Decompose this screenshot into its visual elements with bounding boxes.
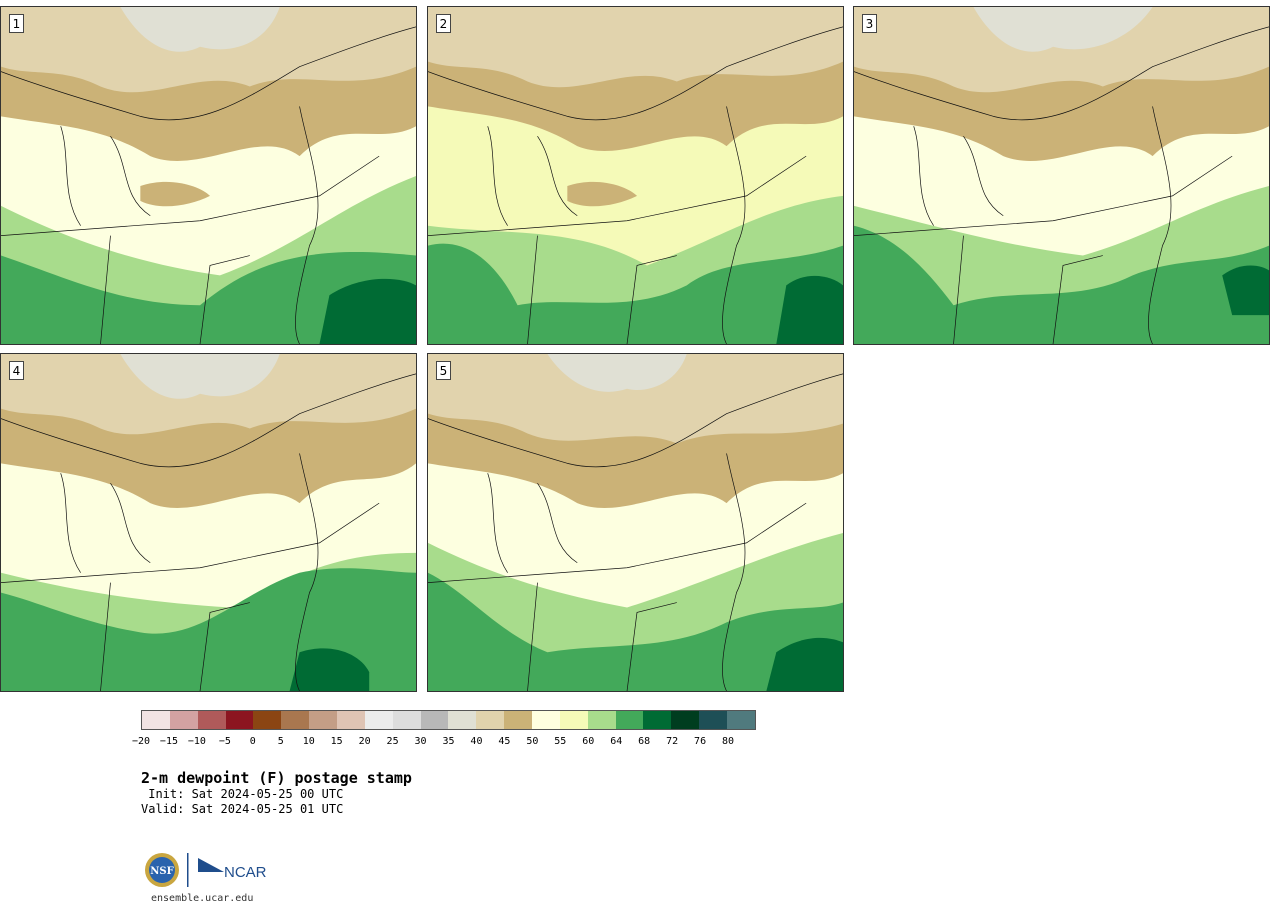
colorbar-tick-label: 15: [330, 736, 343, 747]
colorbar-swatch: [364, 711, 393, 729]
map-panel-5: 5: [427, 353, 844, 692]
dewpoint-map-3: [854, 7, 1269, 344]
dewpoint-map-2: [428, 7, 843, 344]
panel-number: 1: [9, 14, 24, 33]
colorbar-tick-label: 50: [526, 736, 539, 747]
map-panel-1: 1: [0, 6, 417, 345]
panel-number: 5: [436, 361, 451, 380]
colorbar-tick-label: 5: [277, 736, 284, 747]
colorbar-swatch: [615, 711, 644, 729]
plot-title: 2-m dewpoint (F) postage stamp: [141, 769, 412, 787]
colorbar-tick-label: 72: [666, 736, 679, 747]
colorbar-tick-label: 45: [498, 736, 511, 747]
colorbar-swatch: [727, 711, 755, 729]
colorbar-tick-label: 64: [610, 736, 623, 747]
colorbar-swatch: [253, 711, 282, 729]
panel-number: 2: [436, 14, 451, 33]
colorbar-swatch: [281, 711, 310, 729]
colorbar-swatch: [587, 711, 616, 729]
panel-number: 3: [862, 14, 877, 33]
colorbar-tick-label: −20: [131, 736, 151, 747]
colorbar-swatch: [142, 711, 170, 729]
colorbar: [141, 710, 756, 730]
website-url: ensemble.ucar.edu: [151, 893, 254, 904]
colorbar-tick-label: 20: [358, 736, 371, 747]
dewpoint-map-4: [1, 354, 416, 691]
colorbar-swatch: [225, 711, 254, 729]
logos: NSF NCAR: [145, 853, 267, 887]
colorbar-swatch: [337, 711, 365, 729]
colorbar-swatch: [559, 711, 588, 729]
colorbar-tick-label: 25: [386, 736, 399, 747]
colorbar-swatch: [448, 711, 477, 729]
colorbar-tick-label: 10: [302, 736, 315, 747]
colorbar-swatch: [532, 711, 560, 729]
colorbar-tick-label: 68: [638, 736, 651, 747]
colorbar-tick-label: −10: [187, 736, 206, 747]
colorbar-swatch: [643, 711, 672, 729]
colorbar-swatch: [309, 711, 338, 729]
map-panel-4: 4: [0, 353, 417, 692]
ncar-logo-text: NCAR: [224, 864, 267, 881]
colorbar-swatch: [671, 711, 700, 729]
valid-time: Valid: Sat 2024-05-25 01 UTC: [141, 802, 344, 816]
nsf-logo-icon: NSF: [145, 853, 179, 887]
colorbar-tick-label: 55: [554, 736, 567, 747]
colorbar-tick-label: 60: [582, 736, 595, 747]
colorbar-tick-label: 30: [414, 736, 427, 747]
init-time: Init: Sat 2024-05-25 00 UTC: [141, 787, 344, 801]
colorbar-tick-label: −5: [218, 736, 231, 747]
colorbar-swatch: [169, 711, 198, 729]
colorbar-tick-label: 76: [694, 736, 707, 747]
colorbar-swatch: [504, 711, 533, 729]
panel-number: 4: [9, 361, 24, 380]
dewpoint-map-1: [1, 7, 416, 344]
nsf-logo-text: NSF: [150, 866, 173, 877]
colorbar-ticks: −20 −15 −10 −5 0 5 10 15 20 25 30 35 40 45 50 55 60 64 68 7…: [132, 736, 756, 750]
map-panel-2: 2: [427, 6, 844, 345]
colorbar-tick-label: 80: [722, 736, 735, 747]
colorbar-tick-label: 0: [249, 736, 256, 747]
dewpoint-map-5: [428, 354, 843, 691]
colorbar-swatch: [197, 711, 226, 729]
colorbar-swatch: [392, 711, 421, 729]
colorbar-tick-label: −15: [159, 736, 178, 747]
ncar-logo-icon: NCAR: [198, 858, 267, 881]
colorbar-tick-label: 35: [442, 736, 455, 747]
map-panel-3: 3: [853, 6, 1270, 345]
colorbar-swatch: [476, 711, 505, 729]
colorbar-swatch: [699, 711, 728, 729]
colorbar-tick-label: 40: [470, 736, 483, 747]
colorbar-swatch: [420, 711, 449, 729]
